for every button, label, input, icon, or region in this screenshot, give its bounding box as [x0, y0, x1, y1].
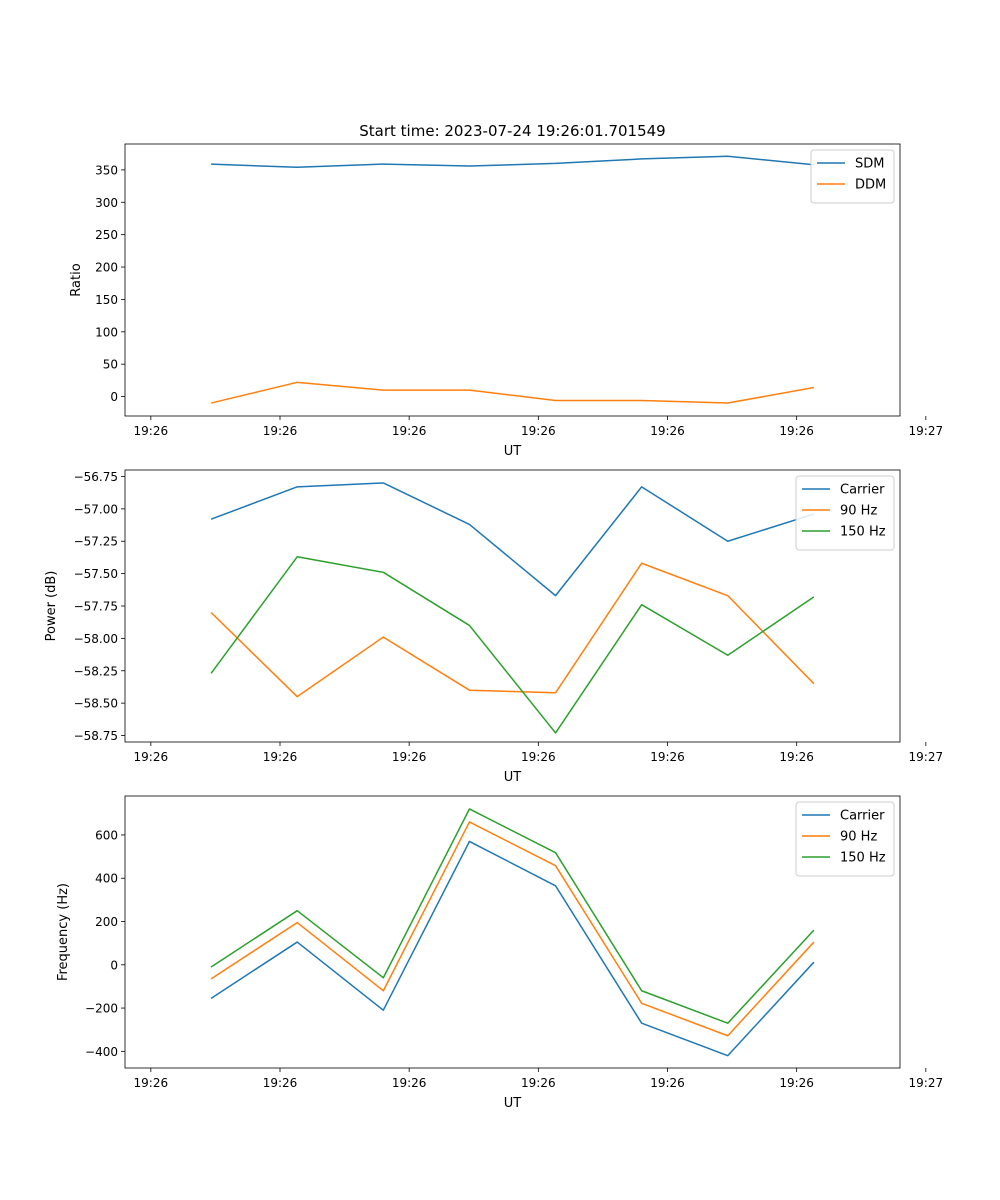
y-tick-label: 50: [103, 358, 118, 372]
y-tick-label: 200: [95, 915, 118, 929]
axes-frame: [124, 795, 901, 1069]
y-tick-label: −58.50: [74, 697, 118, 711]
y-tick-label: −57.00: [74, 502, 118, 516]
x-tick-label: 19:26: [134, 1076, 169, 1090]
series-line-90-hz: [210, 821, 815, 1037]
x-tick-label: 19:27: [909, 750, 944, 764]
x-tick-label: 19:26: [263, 1076, 298, 1090]
series-line-150-hz: [210, 556, 815, 734]
y-tick-label: −57.25: [74, 535, 118, 549]
legend: Carrier 90 Hz 150 Hz: [795, 475, 895, 551]
y-tick-label: −56.75: [74, 470, 118, 484]
x-tick-label: 19:26: [392, 750, 427, 764]
axes-frame: [124, 143, 901, 417]
y-tick-label: −58.25: [74, 664, 118, 678]
x-tick-label: 19:26: [779, 1076, 814, 1090]
legend-label: DDM: [855, 178, 886, 193]
y-tick-label: 250: [95, 228, 118, 242]
y-tick-label: 150: [95, 293, 118, 307]
legend-label: Carrier: [840, 809, 885, 824]
y-tick-label: −58.00: [74, 632, 118, 646]
series-line-90-hz: [210, 562, 815, 698]
chart-panel-1: 19:26 19:26 19:26 19:26 19:26 19:26 19:27 0 50 10…: [69, 143, 944, 459]
series-line-carrier: [210, 482, 815, 597]
x-axis-label: UT: [504, 1096, 522, 1111]
legend: Carrier 90 Hz 150 Hz: [795, 801, 895, 877]
x-tick-label: 19:26: [134, 424, 169, 438]
y-tick-label: 0: [110, 958, 118, 972]
x-axis-label: UT: [504, 770, 522, 785]
chart-panel-3: 19:26 19:26 19:26 19:26 19:26 19:26 19:27 −400 −…: [56, 795, 944, 1111]
legend-label: Carrier: [840, 483, 885, 498]
chart-panel-2: 19:26 19:26 19:26 19:26 19:26 19:26 19:27 −58.7…: [44, 469, 944, 785]
series-line-ddm: [210, 381, 815, 404]
x-tick-label: 19:26: [392, 1076, 427, 1090]
x-tick-label: 19:26: [521, 424, 556, 438]
series-line-sdm: [211, 155, 814, 169]
y-tick-label: 0: [110, 390, 118, 404]
y-axis-label: Frequency (Hz): [56, 883, 71, 981]
y-tick-label: 350: [95, 163, 118, 177]
legend-label: 90 Hz: [840, 504, 877, 519]
x-tick-label: 19:26: [650, 750, 685, 764]
x-tick-label: 19:26: [392, 424, 427, 438]
y-tick-label: 100: [95, 325, 118, 339]
x-tick-label: 19:27: [909, 424, 944, 438]
y-axis-label: Power (dB): [44, 571, 59, 642]
y-tick-label: 600: [95, 828, 118, 842]
y-tick-label: −57.50: [74, 567, 118, 581]
x-tick-label: 19:26: [779, 424, 814, 438]
y-tick-label: 400: [95, 872, 118, 886]
y-tick-label: −400: [85, 1045, 118, 1059]
legend-label: SDM: [855, 157, 884, 172]
y-tick-label: −57.75: [74, 600, 118, 614]
x-tick-label: 19:26: [779, 750, 814, 764]
x-tick-label: 19:26: [521, 1076, 556, 1090]
y-tick-label: 200: [95, 261, 118, 275]
x-tick-label: 19:26: [263, 424, 298, 438]
legend-label: 90 Hz: [840, 830, 877, 845]
x-tick-label: 19:26: [521, 750, 556, 764]
y-tick-label: 300: [95, 196, 118, 210]
figure-title: Start time: 2023-07-24 19:26:01.701549: [359, 122, 665, 140]
x-tick-label: 19:27: [909, 1076, 944, 1090]
x-tick-label: 19:26: [650, 424, 685, 438]
series-line-150-hz: [210, 808, 815, 1024]
y-tick-label: −200: [85, 1002, 118, 1016]
y-axis-label: Ratio: [69, 263, 84, 296]
x-tick-label: 19:26: [134, 750, 169, 764]
x-tick-label: 19:26: [650, 1076, 685, 1090]
legend-label: 150 Hz: [840, 851, 886, 866]
y-tick-label: −58.75: [74, 729, 118, 743]
series-line-carrier: [210, 840, 815, 1057]
x-axis-label: UT: [504, 444, 522, 459]
legend: SDM DDM: [810, 149, 895, 204]
legend-label: 150 Hz: [840, 525, 886, 540]
x-tick-label: 19:26: [263, 750, 298, 764]
